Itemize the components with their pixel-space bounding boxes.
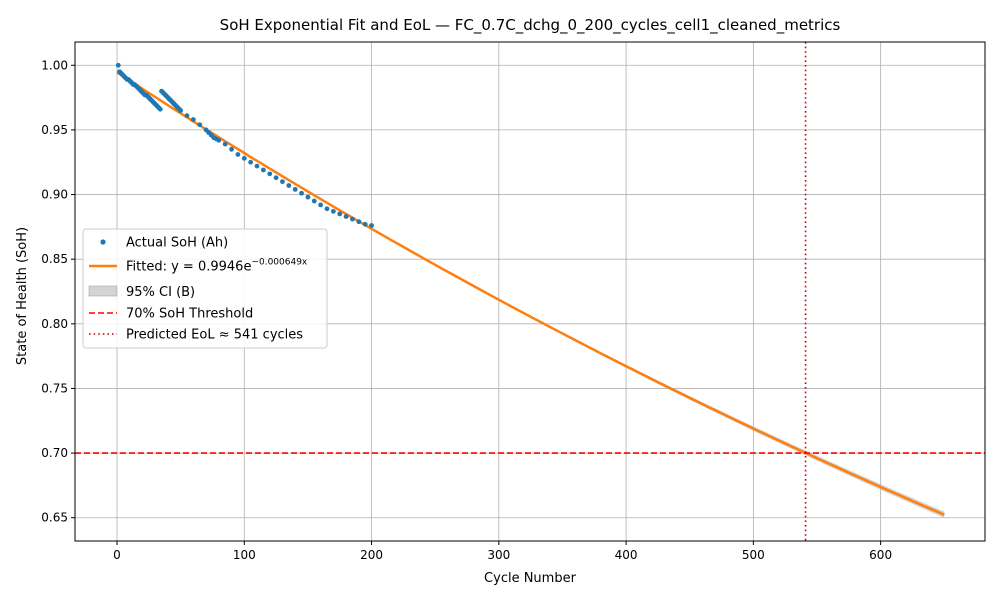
actual-soh-points	[115, 62, 374, 228]
chart-title: SoH Exponential Fit and EoL — FC_0.7C_dc…	[220, 16, 841, 35]
y-axis-label: State of Health (SoH)	[15, 227, 30, 365]
actual-soh-point	[157, 106, 163, 112]
y-tick-label: 0.80	[41, 317, 68, 331]
legend-marker-actual	[100, 239, 106, 245]
legend-frame	[82, 228, 328, 349]
legend-label-actual: Actual SoH (Ah)	[126, 236, 228, 251]
actual-soh-point	[343, 214, 349, 219]
legend-label-ci: 95% CI (B)	[126, 285, 195, 300]
legend-label-fit-main: Fitted: y = 0.9946e	[126, 260, 251, 275]
actual-soh-point	[235, 152, 241, 157]
actual-soh-point	[337, 211, 343, 217]
legend-label-eol: Predicted EoL ≈ 541 cycles	[126, 328, 303, 343]
x-tick-label: 600	[869, 548, 892, 562]
actual-soh-point	[178, 108, 184, 113]
legend-label-fit: Fitted: y = 0.9946e−0.000649x	[126, 258, 308, 275]
actual-soh-point	[184, 113, 190, 119]
x-tick-label: 200	[360, 548, 383, 562]
legend: Actual SoH (Ah) Fitted: y = 0.9946e−0.00…	[82, 228, 328, 349]
x-tick-label: 100	[233, 548, 256, 562]
actual-soh-point	[286, 183, 292, 188]
actual-soh-point	[305, 194, 311, 200]
actual-soh-point	[241, 155, 247, 161]
x-tick-label: 300	[487, 548, 510, 562]
actual-soh-point	[356, 219, 362, 225]
actual-soh-point	[318, 202, 324, 208]
legend-label-threshold: 70% SoH Threshold	[126, 307, 253, 322]
actual-soh-point	[280, 179, 285, 185]
actual-soh-point	[362, 221, 368, 227]
actual-soh-point	[260, 167, 266, 173]
actual-soh-point	[350, 216, 355, 222]
actual-soh-point	[197, 122, 203, 128]
actual-soh-point	[311, 198, 317, 204]
actual-soh-point	[292, 186, 298, 192]
actual-soh-point	[254, 163, 260, 169]
y-tick-label: 0.95	[41, 123, 68, 137]
y-tick-label: 1.00	[41, 58, 68, 72]
actual-soh-point	[248, 159, 254, 165]
y-tick-label: 0.70	[41, 446, 68, 460]
legend-label-fit-exponent: −0.000649x	[251, 258, 307, 268]
y-axis-ticks: 0.65 0.70 0.75 0.80 0.85 0.90 0.95 1.00	[41, 58, 75, 525]
y-tick-label: 0.85	[41, 252, 68, 266]
y-tick-label: 0.75	[41, 381, 68, 395]
x-tick-label: 500	[742, 548, 765, 562]
actual-soh-point	[229, 146, 234, 152]
actual-soh-point	[330, 208, 336, 214]
actual-soh-point	[369, 223, 374, 228]
actual-soh-point	[324, 206, 330, 212]
x-axis-label: Cycle Number	[484, 571, 577, 586]
x-axis-ticks: 0 100 200 300 400 500 600	[113, 541, 892, 562]
x-tick-label: 400	[615, 548, 638, 562]
actual-soh-point	[115, 62, 121, 68]
legend-marker-ci	[88, 285, 118, 297]
actual-soh-point	[190, 117, 196, 122]
plot-frame	[74, 41, 986, 542]
actual-soh-point	[299, 190, 304, 196]
reference-lines	[75, 42, 985, 541]
actual-soh-point	[273, 175, 279, 181]
actual-soh-point	[267, 171, 273, 177]
x-tick-label: 0	[113, 548, 121, 562]
y-tick-label: 0.90	[41, 188, 68, 202]
y-tick-label: 0.65	[41, 511, 68, 525]
actual-soh-point	[216, 137, 222, 143]
actual-soh-point	[222, 141, 228, 147]
